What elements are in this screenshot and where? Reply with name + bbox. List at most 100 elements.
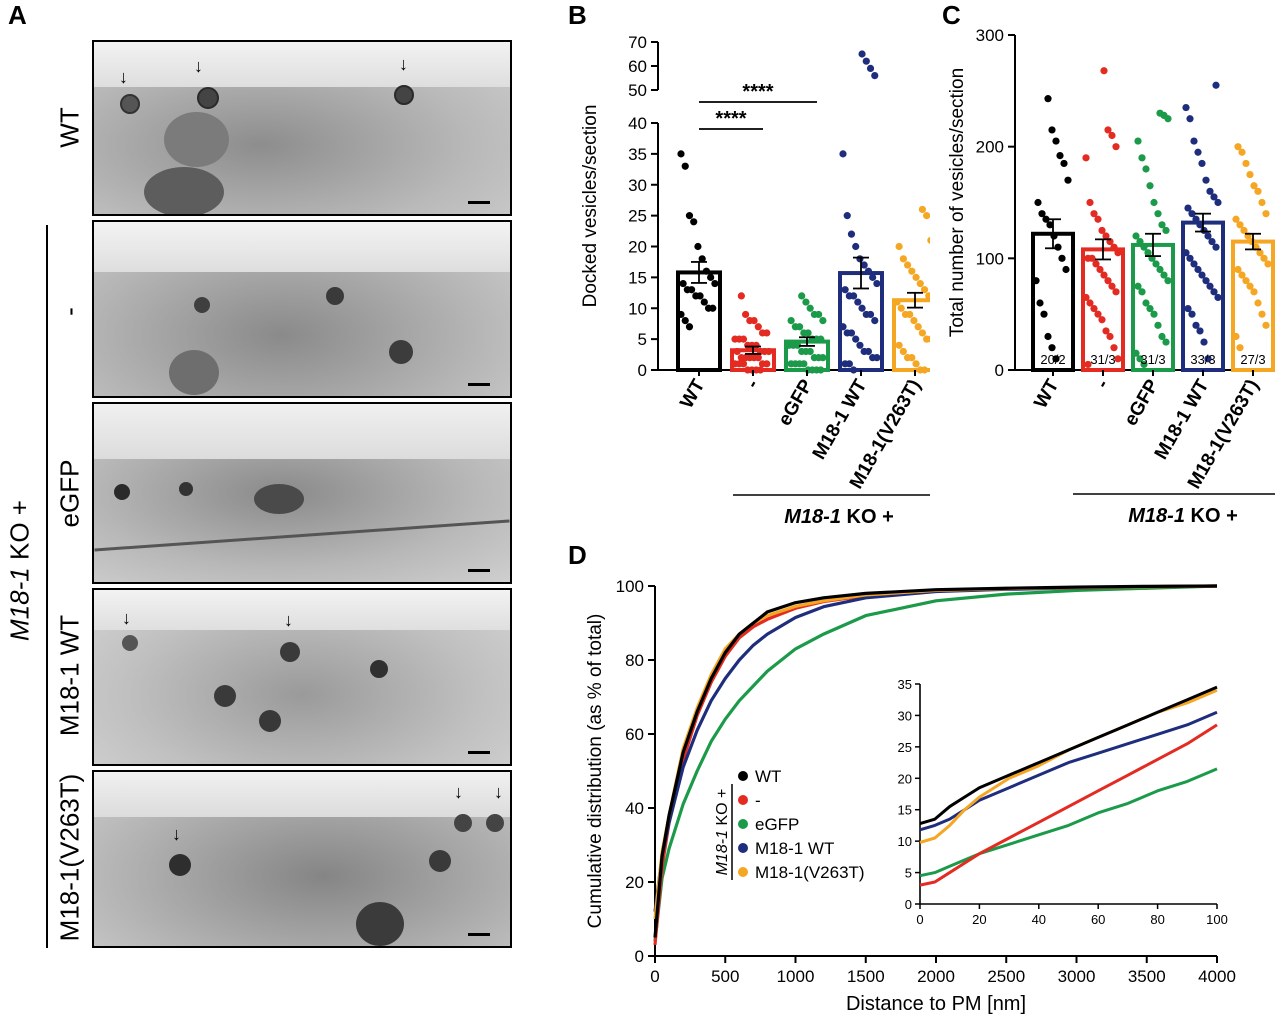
data-point: [1090, 210, 1098, 218]
em-background-top: [94, 222, 510, 272]
data-point: [1186, 254, 1194, 262]
arrow-icon: ↓: [284, 610, 293, 630]
data-point: [864, 347, 873, 356]
data-point: [1242, 277, 1250, 285]
data-point: [798, 292, 806, 300]
arrow-icon: ↓: [172, 824, 181, 844]
data-point: [1190, 137, 1198, 145]
data-point: [847, 329, 856, 337]
data-point: [927, 335, 930, 343]
data-point: [1198, 271, 1206, 279]
y-tick-label: 20: [625, 873, 644, 892]
inset-y-tick-label: 20: [898, 771, 912, 786]
inset-y-tick-label: 25: [898, 740, 912, 755]
data-point: [685, 212, 694, 220]
membrane-line: [94, 519, 510, 552]
y-tick-label: 100: [616, 577, 644, 596]
data-point: [677, 310, 685, 319]
data-point: [908, 267, 916, 275]
data-point: [1132, 232, 1140, 240]
data-point: [1104, 277, 1112, 285]
data-point: [895, 341, 903, 349]
data-point: [765, 347, 773, 356]
data-point: [1202, 277, 1210, 285]
data-point: [1036, 299, 1044, 307]
data-point: [754, 354, 762, 362]
data-point: [1262, 321, 1270, 329]
data-point: [1092, 260, 1100, 268]
arrow-icon: ↓: [399, 54, 408, 74]
data-point: [806, 347, 814, 356]
data-point: [1254, 187, 1262, 195]
group-label: M18-1 KO +: [1128, 505, 1238, 527]
data-point: [1152, 260, 1160, 268]
arrow-icon: ↓: [194, 56, 203, 76]
data-point: [1232, 332, 1240, 341]
inset-series-line-0: [919, 685, 1218, 825]
mitochondrion: [144, 167, 224, 214]
data-point: [1158, 221, 1166, 229]
data-point: [839, 323, 847, 331]
data-point: [906, 310, 914, 319]
data-point: [1212, 81, 1220, 89]
data-point: [1094, 215, 1102, 223]
x-tick-label: M18-1 WT: [809, 376, 872, 464]
data-point: [787, 317, 795, 325]
data-point: [1146, 304, 1154, 313]
data-point: [845, 360, 853, 368]
n-label: 31/3: [1090, 352, 1115, 367]
data-point: [707, 273, 715, 281]
em-background-top: [94, 42, 510, 87]
group-label-rest: KO +: [4, 500, 35, 568]
data-point: [1156, 265, 1164, 274]
data-point: [1198, 159, 1206, 168]
legend-marker: [738, 867, 748, 877]
data-point: [804, 329, 812, 337]
em-background-top: [94, 590, 510, 630]
x-tick-label: 0: [650, 967, 659, 986]
data-point: [1190, 260, 1198, 268]
y-tick-label: 15: [628, 268, 647, 287]
data-point: [1212, 243, 1220, 251]
data-point: [681, 317, 689, 325]
inset-series-line-1: [919, 723, 1218, 887]
data-point: [1262, 210, 1270, 218]
data-point: [709, 304, 717, 312]
data-point: [1096, 265, 1104, 274]
data-point: [1154, 210, 1162, 218]
data-point: [696, 292, 704, 300]
data-point: [1236, 221, 1244, 229]
data-point: [756, 366, 765, 374]
group-label-rest: KO +: [841, 506, 894, 528]
data-point: [800, 360, 808, 368]
vesicle: [389, 340, 413, 364]
vesicle: [454, 814, 472, 832]
inset-y-tick-label: 35: [898, 677, 912, 692]
data-point: [1246, 282, 1254, 290]
legend-label: M18-1 WT: [755, 839, 834, 858]
x-tick-label: 3000: [1058, 967, 1096, 986]
data-point: [862, 57, 870, 65]
data-point: [1202, 176, 1210, 184]
panel-a-letter: A: [8, 0, 27, 30]
data-point: [690, 218, 698, 226]
data-point: [1086, 198, 1094, 207]
y-axis-label: Cumulative distribution (as % of total): [585, 614, 606, 929]
vesicle: [280, 642, 300, 662]
legend-label: M18-1(V263T): [755, 863, 865, 882]
data-point: [856, 341, 864, 349]
data-point: [1136, 355, 1144, 363]
data-point: [694, 242, 702, 251]
data-point: [1144, 249, 1152, 257]
y-tick-label: 35: [628, 145, 647, 164]
x-tick-label: WT: [1030, 376, 1063, 412]
y-tick-label: 40: [625, 799, 644, 818]
arrow-icon: ↓: [122, 608, 131, 628]
data-point: [1214, 293, 1222, 302]
inset-y-tick-label: 30: [898, 708, 912, 723]
mitochondrion: [254, 484, 304, 514]
data-point: [1138, 154, 1146, 162]
data-point: [1186, 115, 1194, 123]
data-point: [1242, 159, 1250, 168]
data-point: [903, 261, 912, 269]
